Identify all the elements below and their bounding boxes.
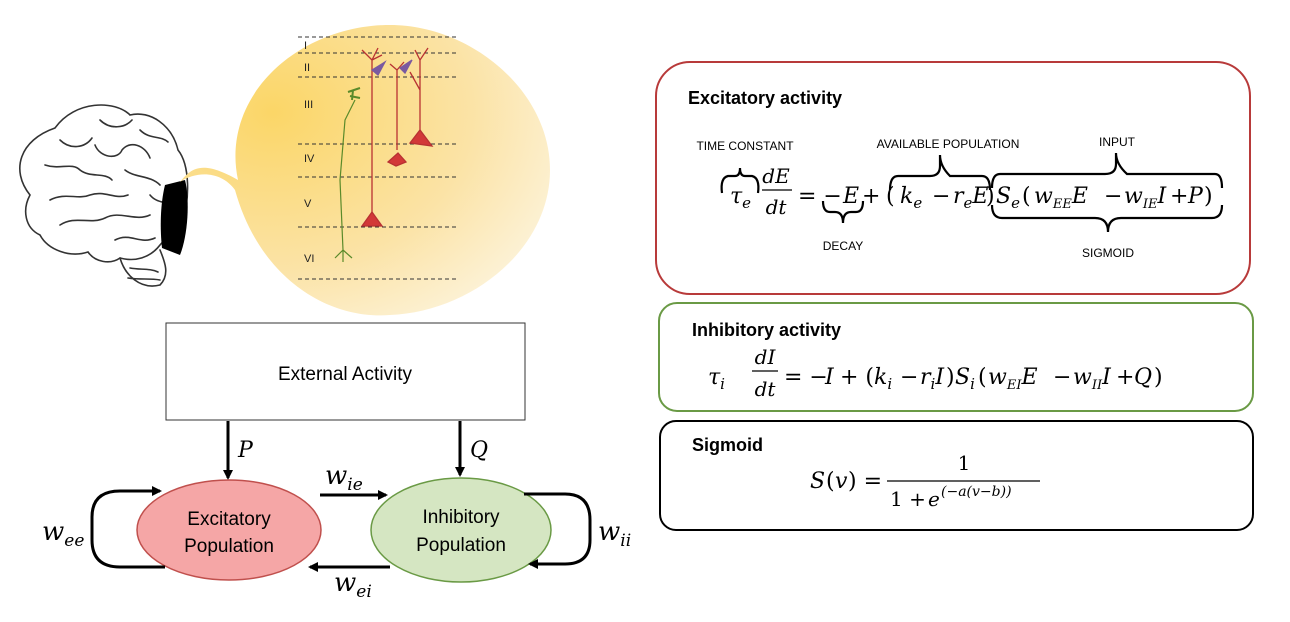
equation-braces (720, 152, 1224, 233)
svg-text:reE: reE (953, 184, 988, 212)
layer-label-6: VI (304, 253, 314, 265)
annotation-input: INPUT (1099, 135, 1136, 149)
svg-text:−: − (1104, 184, 1122, 209)
input-label-p: P (237, 438, 254, 463)
inhibitory-activity-title: Inhibitory activity (692, 320, 841, 340)
svg-text:dI: dI (755, 345, 777, 369)
external-activity-box (165, 322, 526, 421)
annotation-decay: DECAY (823, 239, 863, 253)
sigmoid-equation: S ( v ) = 1 1 + e (−a(v−b)) (810, 451, 1040, 511)
inhibitory-activity-box (658, 302, 1254, 412)
svg-text:e: e (928, 487, 940, 511)
excitatory-equation: τe dE dt = − E + ( ke − reE ) Se ( wEEE … (730, 164, 1213, 219)
svg-text:I: I (824, 365, 835, 390)
brace-time-constant (720, 167, 760, 194)
external-activity-label: External Activity (278, 364, 413, 385)
input-label-q: Q (470, 438, 488, 463)
svg-text:(: ( (1022, 184, 1031, 209)
svg-text:+ (: + ( (840, 365, 874, 390)
brace-sigmoid (990, 204, 1224, 233)
svg-text:Si: Si (955, 365, 975, 393)
excitatory-activity-box (655, 61, 1251, 295)
svg-text:1: 1 (958, 451, 971, 475)
brace-input (990, 152, 1224, 189)
layer-label-1: I (304, 40, 307, 52)
brain-illustration (19, 104, 189, 287)
self-loop-ii (524, 492, 592, 569)
svg-text:1 +: 1 + (890, 487, 926, 511)
weight-label-ei: wei (334, 568, 372, 602)
svg-text:(: ( (826, 469, 835, 494)
svg-text:+: + (1170, 184, 1188, 209)
svg-text:Q: Q (1134, 365, 1152, 390)
svg-text:): ) (1154, 365, 1163, 390)
sigmoid-box (659, 420, 1254, 531)
svg-text:−: − (932, 184, 950, 209)
annotation-sigmoid: SIGMOID (1082, 246, 1134, 260)
weight-label-ie: wie (325, 461, 363, 495)
layer-label-5: V (304, 198, 312, 210)
inhibitory-population-label-1: Inhibitory (422, 507, 500, 528)
svg-text:= −: = − (784, 365, 828, 390)
svg-text:(−a(v−b)): (−a(v−b)) (941, 484, 1012, 500)
interneuron (334, 87, 361, 262)
brace-decay (821, 200, 865, 224)
layer-label-4: IV (304, 153, 315, 165)
inhibitory-equation: τi dI dt = − I + ( ki − riI ) Si ( wEIE … (708, 345, 1163, 401)
svg-text:S: S (810, 469, 825, 494)
inhibitory-population-label-2: Population (416, 535, 506, 556)
pyramidal-neurons (360, 47, 434, 227)
svg-text:v: v (835, 469, 848, 494)
svg-text:(: ( (886, 184, 895, 209)
svg-text:P: P (1187, 184, 1204, 209)
svg-text:): ) (986, 184, 995, 209)
layer-label-2: II (304, 62, 310, 74)
sigmoid-title: Sigmoid (692, 435, 763, 455)
svg-text:+: + (862, 184, 880, 209)
svg-text:−: − (1053, 365, 1071, 390)
svg-text:dt: dt (766, 195, 788, 219)
weight-label-ii: wii (598, 517, 631, 551)
svg-text:−: − (900, 365, 918, 390)
svg-text:= −: = − (798, 184, 842, 209)
excitatory-activity-title: Excitatory activity (688, 88, 842, 108)
svg-text:): ) (946, 365, 955, 390)
cortex-layer-labels: I II III IV V VI (304, 40, 315, 265)
excitatory-population-node (136, 479, 322, 581)
annotation-time-constant: TIME CONSTANT (696, 139, 794, 153)
svg-text:(: ( (978, 365, 987, 390)
weight-label-ee: wee (42, 517, 84, 551)
excitatory-population-label-2: Population (184, 536, 274, 557)
svg-text:) =: ) = (848, 469, 882, 494)
layer-label-3: III (304, 99, 313, 111)
svg-text:dE: dE (762, 164, 790, 188)
cortex-layer-lines (298, 36, 458, 280)
brace-available-population (888, 154, 992, 191)
occipital-region (160, 180, 188, 255)
svg-text:): ) (1204, 184, 1213, 209)
self-loop-ee (90, 486, 165, 569)
svg-text:+: + (1116, 365, 1134, 390)
annotation-available-population: AVAILABLE POPULATION (877, 137, 1020, 151)
svg-text:E: E (842, 184, 859, 209)
svg-text:dt: dt (755, 377, 777, 401)
cortex-bubble (180, 25, 550, 316)
inhibitory-population-node (370, 477, 552, 583)
excitatory-population-label-1: Excitatory (187, 509, 271, 530)
